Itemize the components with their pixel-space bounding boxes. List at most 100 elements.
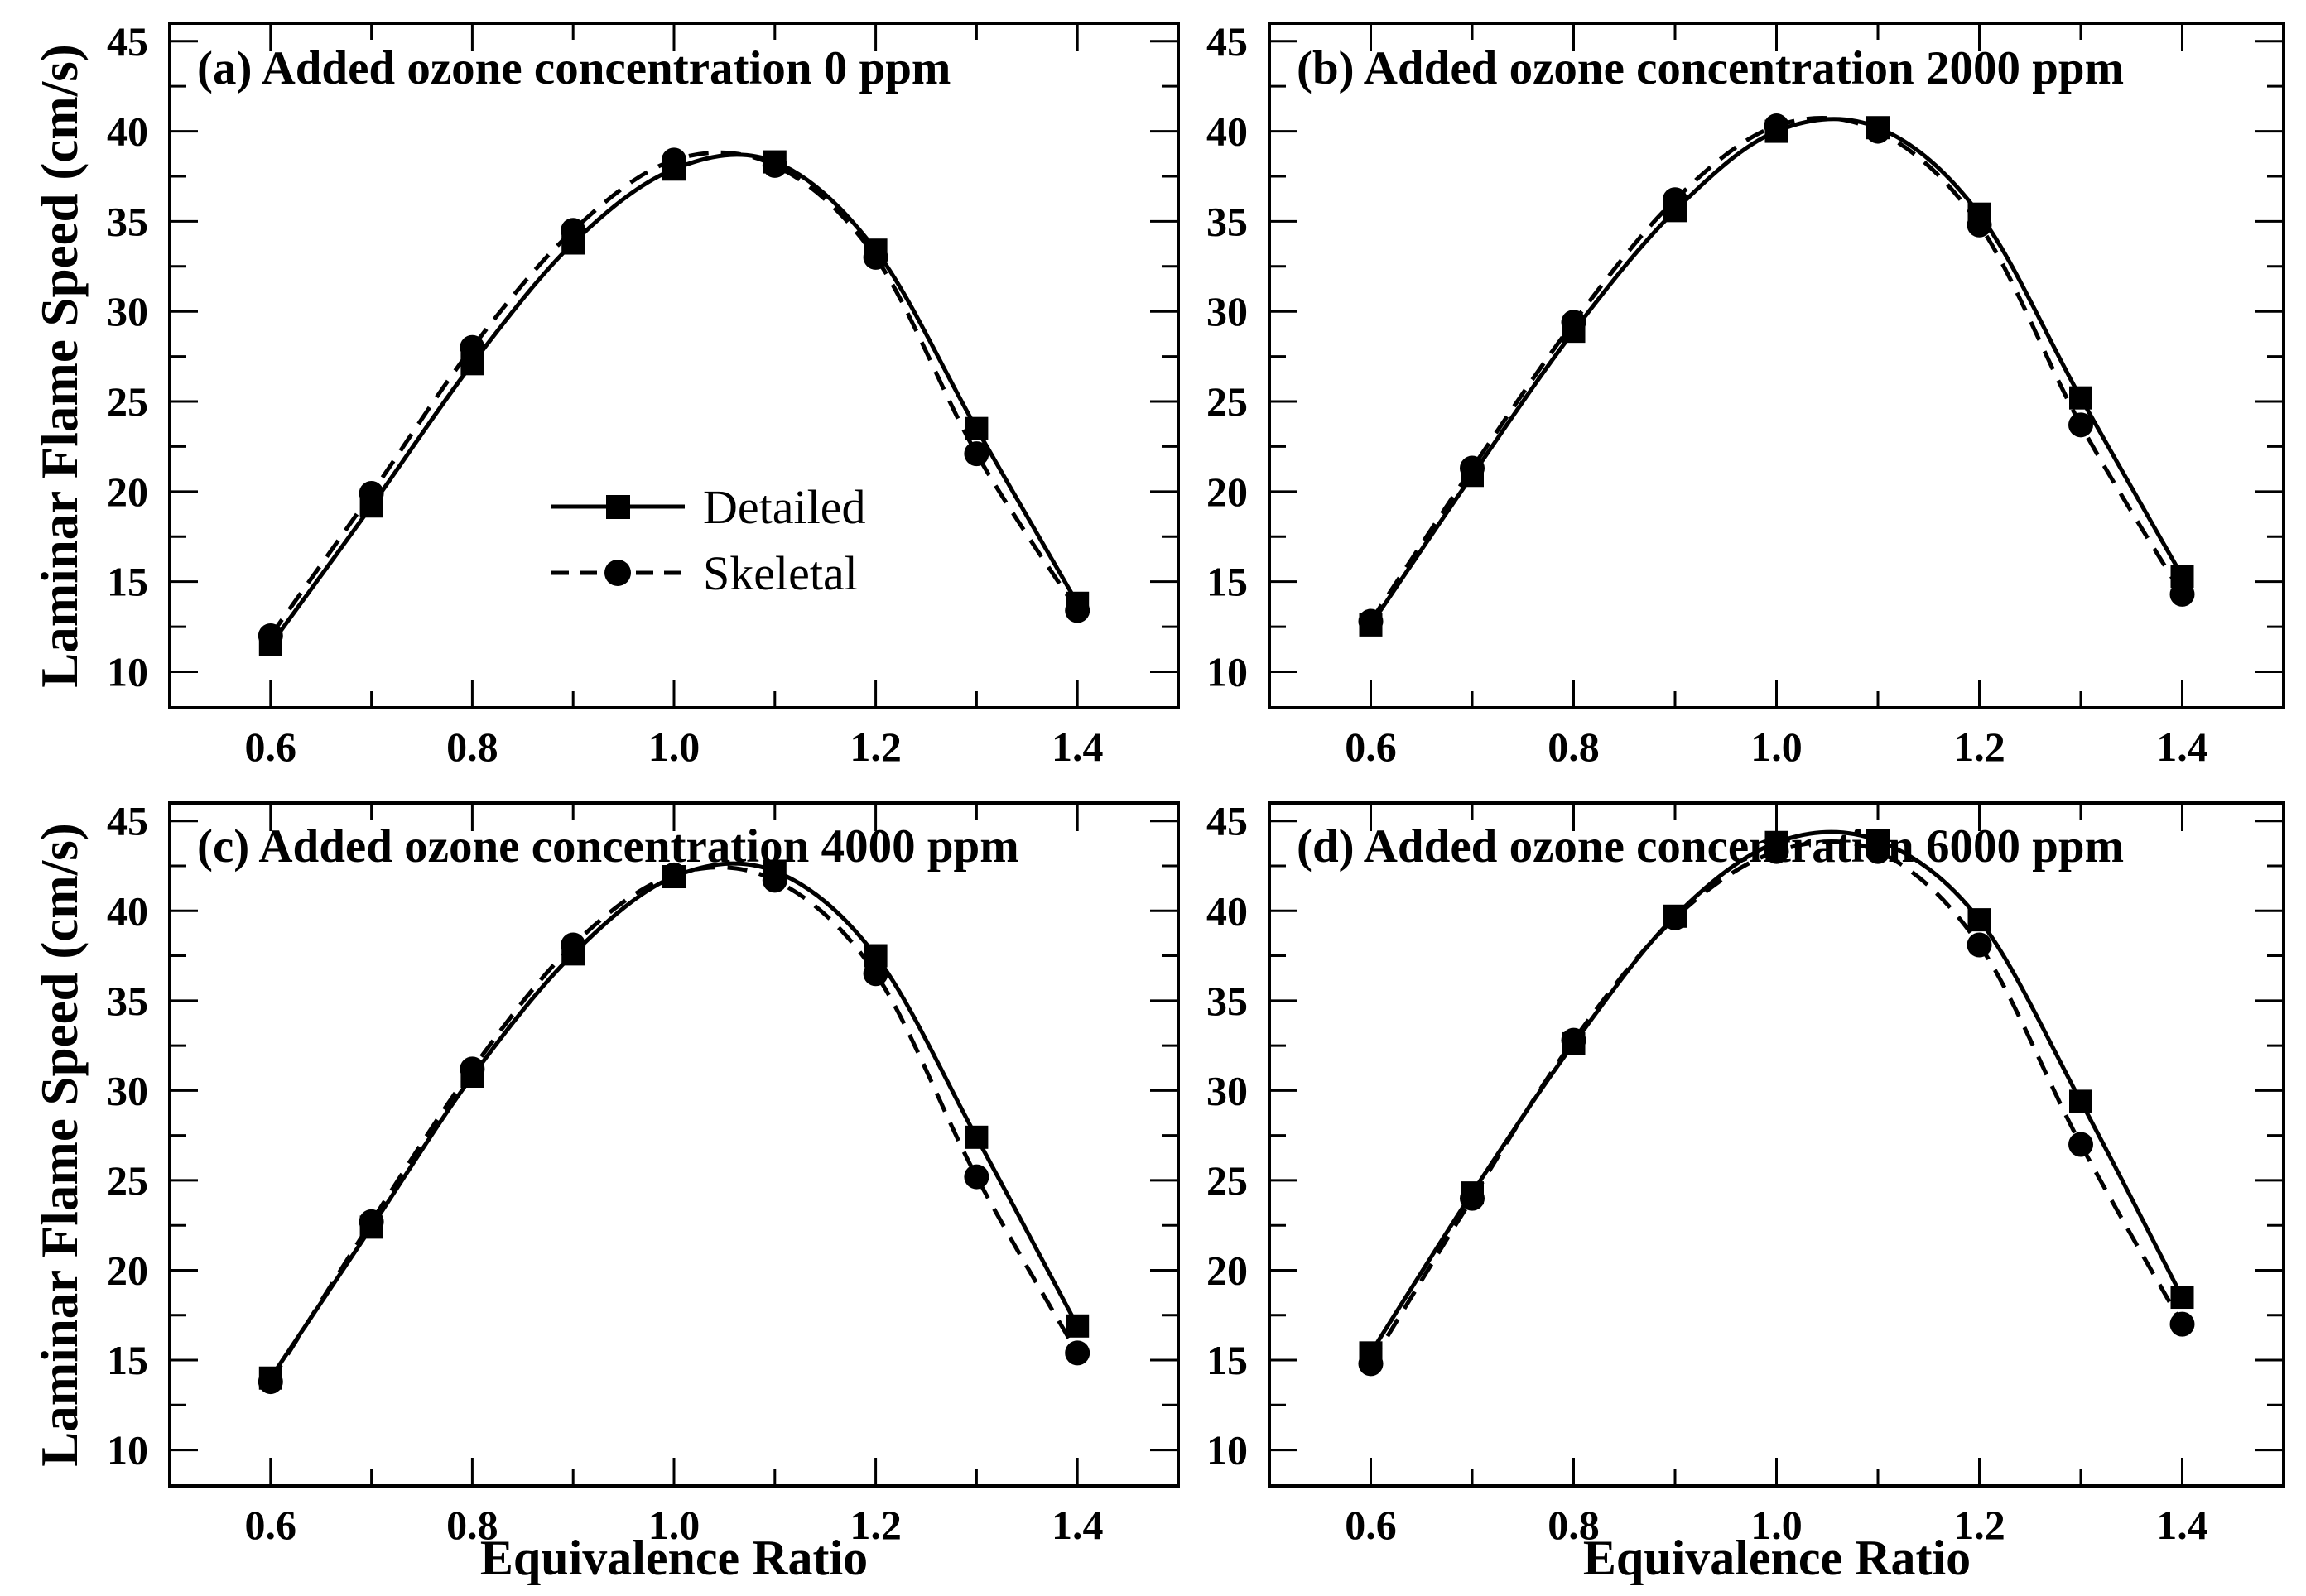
curve-detailed-c bbox=[268, 861, 1080, 1380]
y-tick-label: 15 bbox=[1206, 559, 1248, 605]
x-tick-label: 1.0 bbox=[1750, 1502, 1803, 1548]
x-tick-label: 1.4 bbox=[1052, 1502, 1104, 1548]
x-axis-title-left: Equivalence Ratio bbox=[479, 1531, 869, 1585]
curve-skeletal-d bbox=[1369, 839, 2184, 1365]
marker-square-detailed-b bbox=[1562, 320, 1586, 344]
marker-square-detailed-a bbox=[561, 231, 585, 255]
legend-item-skeletal: Skeletal bbox=[550, 540, 865, 606]
y-axis-title-bottom: Laminar Flame Speed (cm/s) bbox=[31, 823, 89, 1467]
legend-sample-detailed bbox=[551, 495, 685, 519]
x-tick-label: 0.8 bbox=[1548, 1502, 1600, 1548]
panel-title-a: (a) Added ozone concentration 0 ppm bbox=[197, 42, 951, 94]
curve-skeletal-c bbox=[268, 865, 1080, 1383]
marker-square-detailed-a bbox=[864, 238, 888, 262]
y-tick-label: 40 bbox=[107, 108, 148, 155]
y-tick-label: 30 bbox=[1206, 288, 1248, 334]
marker-square-detailed-c bbox=[763, 859, 787, 883]
marker-square-detailed-c bbox=[258, 1366, 282, 1390]
marker-square-detailed-b bbox=[1967, 202, 1991, 226]
marker-square-detailed-a bbox=[359, 494, 383, 518]
marker-square-detailed-c bbox=[1066, 1314, 1090, 1338]
panel-a-frame bbox=[168, 22, 1180, 709]
y-tick-label: 45 bbox=[107, 18, 148, 65]
legend-sample-skeletal bbox=[551, 560, 685, 586]
y-tick-label: 25 bbox=[107, 378, 148, 425]
y-tick-label: 35 bbox=[1206, 978, 1248, 1024]
legend-label-detailed: Detailed bbox=[703, 479, 866, 534]
panel-b-frame bbox=[1268, 22, 2285, 709]
marker-square-detailed-c bbox=[359, 1215, 383, 1239]
x-tick-label: 0.6 bbox=[1345, 723, 1397, 770]
x-tick-label: 0.6 bbox=[1345, 1502, 1397, 1548]
y-tick-label: 20 bbox=[107, 1247, 148, 1293]
marker-square-detailed-a bbox=[662, 157, 686, 181]
panel-title-c: (c) Added ozone concentration 4000 ppm bbox=[197, 820, 1019, 873]
legend-label-skeletal: Skeletal bbox=[703, 546, 858, 600]
y-tick-label: 10 bbox=[1206, 1427, 1248, 1473]
marker-square-detailed-c bbox=[662, 865, 686, 889]
marker-square-detailed-d bbox=[2170, 1286, 2194, 1310]
marker-square-detailed-a bbox=[965, 416, 989, 440]
y-tick-label: 10 bbox=[107, 648, 148, 695]
y-tick-label: 30 bbox=[107, 288, 148, 334]
marker-square-detailed-c bbox=[561, 942, 585, 966]
marker-circle-skeletal-d bbox=[2169, 1311, 2195, 1337]
curve-skeletal-b bbox=[1369, 116, 2184, 623]
x-tick-label: 1.2 bbox=[850, 1502, 902, 1548]
x-tick-label: 0.6 bbox=[245, 723, 297, 770]
marker-square-detailed-d bbox=[1764, 830, 1788, 854]
marker-circle-skeletal-d bbox=[2068, 1132, 2093, 1157]
y-tick-label: 15 bbox=[1206, 1337, 1248, 1383]
marker-circle-skeletal-b bbox=[2068, 412, 2093, 438]
marker-circle-skeletal-a bbox=[964, 441, 989, 467]
marker-square-detailed-d bbox=[1359, 1341, 1383, 1365]
marker-square-detailed-d bbox=[1866, 829, 1890, 853]
x-tick-label: 0.8 bbox=[446, 723, 498, 770]
y-tick-label: 30 bbox=[1206, 1067, 1248, 1113]
curve-detailed-d bbox=[1369, 829, 2184, 1354]
y-tick-label: 45 bbox=[1206, 18, 1248, 65]
marker-square-detailed-d bbox=[1663, 904, 1687, 928]
x-tick-label: 1.4 bbox=[2156, 723, 2208, 770]
legend: Detailed Skeletal bbox=[550, 474, 865, 606]
x-tick-label: 0.8 bbox=[1548, 723, 1600, 770]
legend-square-icon bbox=[606, 495, 630, 519]
y-tick-label: 40 bbox=[1206, 887, 1248, 934]
marker-square-detailed-a bbox=[1066, 591, 1090, 615]
marker-square-detailed-b bbox=[1359, 613, 1383, 637]
x-tick-label: 1.4 bbox=[2156, 1502, 2208, 1548]
panel-c-frame bbox=[168, 801, 1180, 1488]
x-tick-label: 1.0 bbox=[648, 1502, 700, 1548]
x-tick-label: 1.2 bbox=[1953, 1502, 2005, 1548]
marker-square-detailed-d bbox=[1562, 1031, 1586, 1055]
legend-circle-icon bbox=[604, 560, 631, 586]
marker-circle-skeletal-d bbox=[1967, 932, 1992, 958]
y-tick-label: 15 bbox=[107, 559, 148, 605]
y-tick-label: 40 bbox=[107, 887, 148, 934]
panel-title-d: (d) Added ozone concentration 6000 ppm bbox=[1297, 820, 2125, 873]
y-tick-label: 35 bbox=[107, 198, 148, 244]
y-tick-label: 45 bbox=[1206, 798, 1248, 844]
marker-square-detailed-d bbox=[1461, 1181, 1484, 1205]
y-tick-label: 15 bbox=[107, 1337, 148, 1383]
y-tick-label: 25 bbox=[1206, 378, 1248, 425]
marker-square-detailed-a bbox=[258, 632, 282, 656]
marker-square-detailed-c bbox=[460, 1065, 484, 1088]
y-tick-label: 20 bbox=[1206, 1247, 1248, 1293]
y-tick-label: 10 bbox=[1206, 648, 1248, 695]
marker-square-detailed-a bbox=[763, 150, 787, 174]
marker-square-detailed-b bbox=[1764, 119, 1788, 143]
marker-square-detailed-d bbox=[1967, 908, 1991, 932]
y-tick-label: 45 bbox=[107, 798, 148, 844]
panel-d-frame bbox=[1268, 801, 2285, 1488]
x-tick-label: 1.2 bbox=[1953, 723, 2005, 770]
y-tick-label: 20 bbox=[107, 469, 148, 515]
marker-square-detailed-b bbox=[2170, 565, 2194, 589]
y-tick-label: 35 bbox=[107, 978, 148, 1024]
x-tick-label: 1.0 bbox=[648, 723, 700, 770]
marker-circle-skeletal-c bbox=[964, 1164, 989, 1190]
y-axis-title-top: Laminar Flame Speed (cm/s) bbox=[31, 44, 89, 688]
y-tick-label: 35 bbox=[1206, 198, 1248, 244]
panel-title-b: (b) Added ozone concentration 2000 ppm bbox=[1297, 42, 2125, 94]
